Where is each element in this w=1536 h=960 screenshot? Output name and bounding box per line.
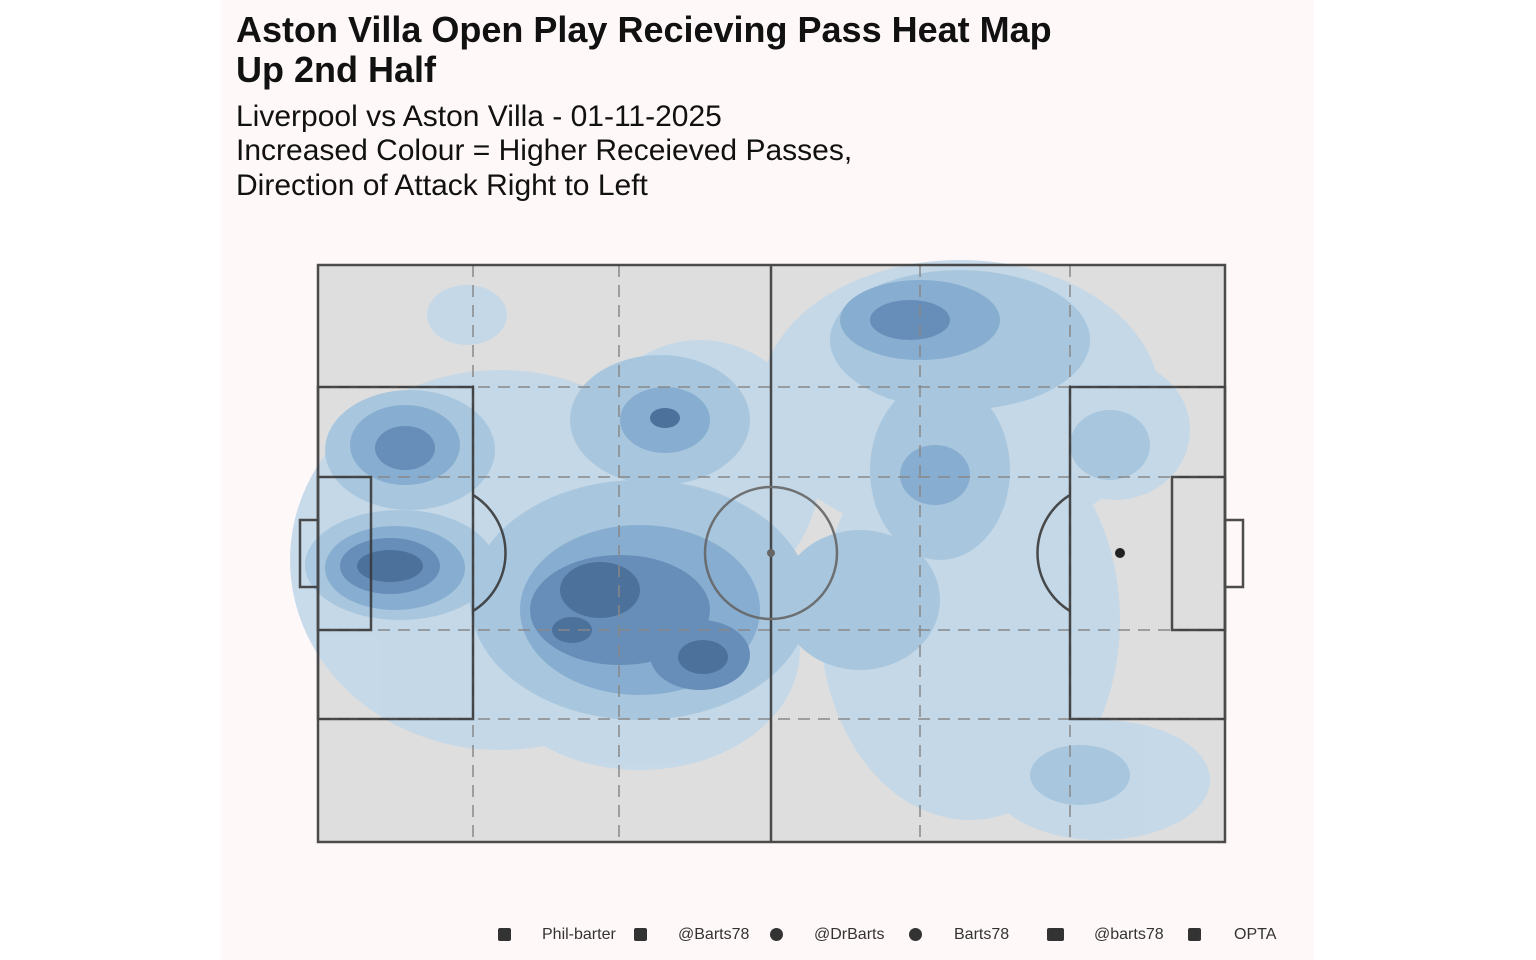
- caption: OPTA: [1234, 926, 1277, 943]
- subtitle: Liverpool vs Aston Villa - 01-11-2025: [236, 100, 722, 133]
- caption: Barts78: [954, 926, 1010, 943]
- centre-spot: [767, 549, 775, 557]
- subtitle: Direction of Attack Right to Left: [236, 169, 648, 202]
- github-icon: [909, 928, 922, 941]
- title: Aston Villa Open Play Recieving Pass Hea…: [236, 9, 1052, 50]
- bluesky-icon: [1047, 928, 1064, 941]
- caption: @Barts78: [678, 926, 750, 943]
- heat-map: [290, 260, 1210, 840]
- pitch: [290, 260, 1245, 844]
- linkedin-icon: [498, 928, 511, 941]
- x-icon: [634, 928, 647, 941]
- dropbox-icon: [1188, 928, 1201, 941]
- penalty-spot: [1115, 548, 1125, 558]
- caption: Phil-barter: [542, 926, 616, 943]
- subtitle: Increased Colour = Higher Receieved Pass…: [236, 134, 853, 167]
- caption: @barts78: [1094, 926, 1164, 943]
- caption: @DrBarts: [814, 926, 885, 943]
- title: Up 2nd Half: [236, 49, 437, 90]
- mastodon-icon: [770, 928, 783, 941]
